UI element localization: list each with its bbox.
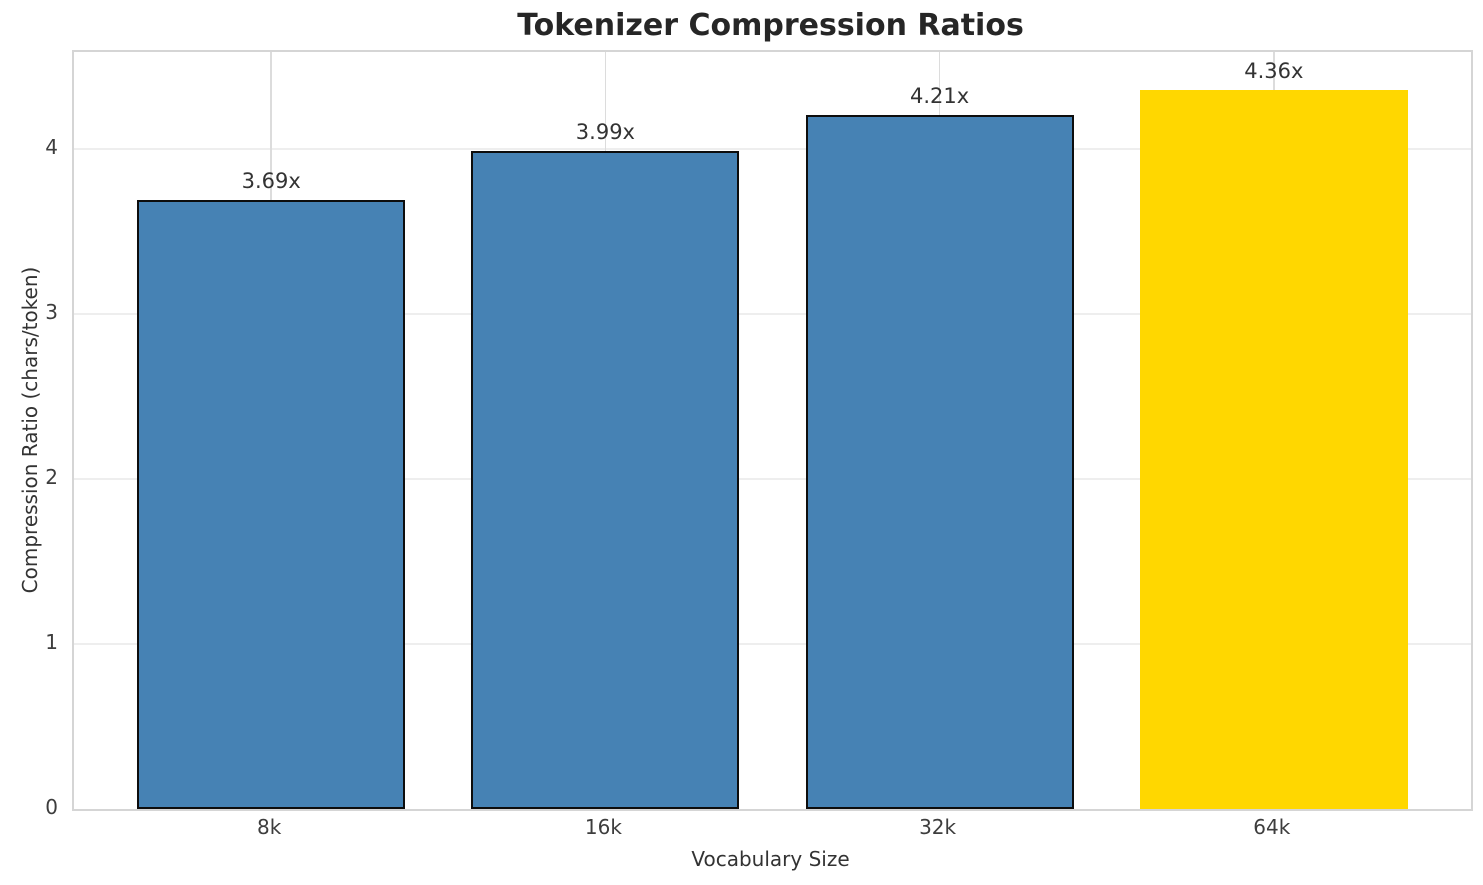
x-tick-label: 16k xyxy=(584,815,622,839)
bar-value-label: 4.21x xyxy=(910,83,970,108)
bar xyxy=(805,114,1074,809)
x-axis-label: Vocabulary Size xyxy=(691,847,850,871)
h-gridline xyxy=(74,478,1471,481)
x-tick-label: 8k xyxy=(257,815,282,839)
bar xyxy=(471,150,740,809)
bar xyxy=(1139,89,1408,809)
x-tick-label: 64k xyxy=(1253,815,1291,839)
bar-value-label: 3.69x xyxy=(241,169,301,194)
x-tick-label: 32k xyxy=(919,815,957,839)
h-gridline xyxy=(74,148,1471,151)
chart-title: Tokenizer Compression Ratios xyxy=(517,8,1024,43)
h-gridline xyxy=(74,313,1471,316)
y-tick-label: 3 xyxy=(45,300,58,325)
bar-value-label: 3.99x xyxy=(575,119,635,144)
y-tick-label: 4 xyxy=(45,135,58,160)
y-tick-label: 1 xyxy=(45,630,58,655)
h-gridline xyxy=(74,643,1471,646)
y-tick-label: 0 xyxy=(45,795,58,819)
y-tick-label: 2 xyxy=(45,465,58,490)
bar xyxy=(137,200,406,809)
plot-area: 3.69x 3.99x 4.21x 4.36x xyxy=(72,50,1473,811)
bar-value-label: 4.36x xyxy=(1244,58,1304,83)
